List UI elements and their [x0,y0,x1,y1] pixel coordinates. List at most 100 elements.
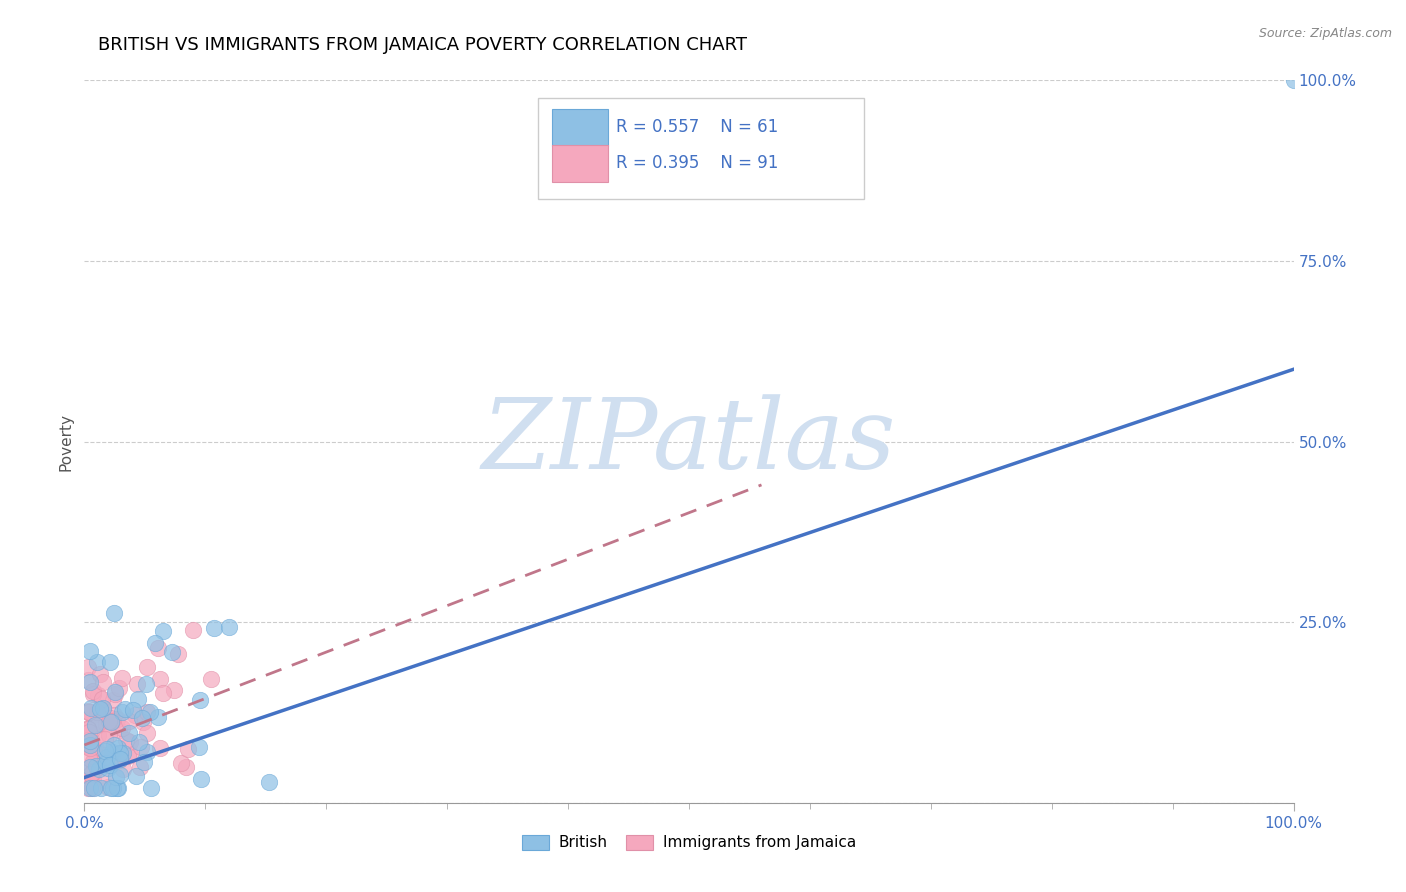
Point [187,739,209,754]
Point [77,724,100,739]
Point [91,675,114,690]
Point [82,754,104,768]
Point [108,768,131,782]
Point [117,749,139,764]
Legend: British, Immigrants from Jamaica: British, Immigrants from Jamaica [516,829,862,856]
Point [127,692,149,706]
Point [86,706,108,720]
Point [103,781,125,796]
Point [77,780,100,795]
Point [131,711,153,725]
Point [86,761,108,775]
Point [93,750,115,764]
Point [134,755,156,769]
Point [83,743,105,757]
Text: R = 0.395    N = 91: R = 0.395 N = 91 [616,154,779,172]
Point [77,673,100,687]
Point [118,714,141,728]
Point [94,743,117,757]
Point [96,750,118,764]
Point [167,647,190,661]
Point [89,666,111,681]
Text: ZIPatlas: ZIPatlas [482,394,896,489]
Point [136,705,159,719]
Point [77,739,100,754]
Point [177,742,200,756]
Point [77,721,100,735]
Point [80,733,103,747]
Point [190,772,212,787]
Point [82,772,104,786]
Point [122,703,145,717]
Point [91,701,114,715]
Point [105,712,128,726]
Point [163,682,186,697]
Point [77,704,100,718]
Point [84,759,107,773]
FancyBboxPatch shape [538,98,865,200]
Point [82,766,104,780]
Point [89,762,111,776]
Point [90,781,112,796]
Point [124,708,146,723]
Point [82,756,104,770]
Point [77,660,100,674]
Point [101,745,124,759]
Point [87,728,110,742]
Point [200,673,222,687]
Point [135,745,157,759]
Point [135,726,157,740]
Point [90,691,112,706]
Point [96,756,118,771]
Point [98,714,121,729]
Point [77,705,100,719]
Point [111,671,134,685]
Point [152,624,174,639]
Point [86,655,108,669]
Point [162,645,184,659]
Point [98,655,121,669]
Point [105,781,128,796]
Point [82,683,104,698]
Point [79,739,101,753]
Point [149,672,172,686]
Point [84,741,107,756]
Point [129,740,152,755]
Point [79,781,101,796]
Point [112,762,135,776]
Point [87,689,110,703]
Point [96,742,118,756]
Point [87,716,110,731]
Point [77,732,100,747]
Point [77,723,100,737]
Point [82,765,104,780]
Point [108,681,131,696]
Point [101,745,124,759]
Point [104,685,127,699]
Point [77,762,100,776]
Point [181,623,204,637]
Point [91,701,114,715]
Point [111,721,134,735]
Point [128,735,150,749]
Point [94,716,117,731]
Point [218,620,240,634]
Point [98,711,121,725]
Point [149,741,172,756]
Point [82,781,104,796]
Point [79,674,101,689]
Point [80,780,103,795]
Point [94,772,117,787]
Point [111,706,134,720]
Point [84,718,107,732]
Point [146,709,169,723]
Point [110,749,132,764]
Point [118,747,141,761]
Point [104,770,127,784]
Point [100,714,122,729]
Point [138,705,160,719]
Point [132,715,155,730]
Point [84,717,107,731]
Point [125,677,148,691]
Point [79,734,101,748]
